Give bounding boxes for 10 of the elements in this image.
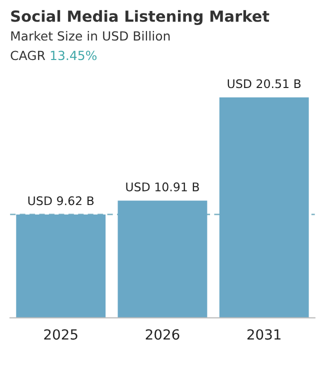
x-tick-label: 2025 xyxy=(44,329,78,340)
text: CAGR xyxy=(10,50,46,60)
data-label: USD 10.91 B xyxy=(126,182,199,192)
data-label: USD 20.51 B xyxy=(228,79,301,88)
x-tick-label: 2031 xyxy=(247,329,280,340)
chart-title: Social Media Listening Market xyxy=(11,10,270,26)
x-tick-label: 2026 xyxy=(146,329,180,340)
chart-subtitle: Market Size in USD Billion xyxy=(11,31,170,41)
data-label: USD 9.62 B xyxy=(28,196,94,206)
text: 13.45% xyxy=(50,50,97,60)
